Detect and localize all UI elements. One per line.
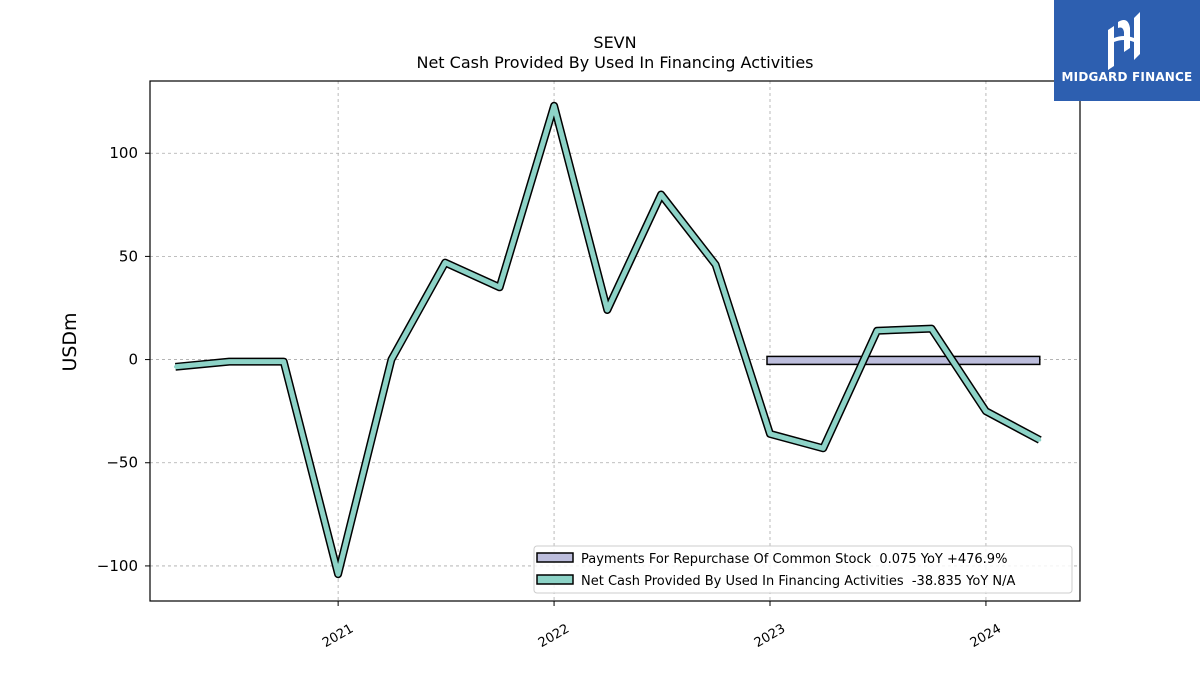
y-tick-label: 100	[109, 144, 138, 162]
data-point	[605, 308, 609, 312]
legend-label-financing: Net Cash Provided By Used In Financing A…	[581, 574, 1016, 589]
legend-label-repurchase: Payments For Repurchase Of Common Stock …	[581, 552, 1007, 567]
legend: Payments For Repurchase Of Common Stock …	[533, 545, 1073, 594]
data-point	[389, 358, 393, 362]
legend-swatch-repurchase	[536, 552, 574, 563]
data-point	[336, 572, 340, 576]
series-repurchase-band	[766, 355, 1041, 366]
data-point	[498, 285, 502, 289]
logo-text: MIDGARD FINANCE	[1061, 70, 1193, 84]
x-tick-label: 2022	[536, 621, 572, 651]
plot-frame	[149, 80, 1081, 602]
data-point	[552, 104, 556, 108]
y-axis: 100 50 0 −50 −100	[97, 144, 150, 575]
x-tick-label: 2024	[968, 621, 1004, 651]
data-point	[714, 263, 718, 267]
logo-mark-icon	[1108, 12, 1140, 70]
y-tick-label: 0	[128, 351, 138, 369]
series-financing-outline	[175, 101, 1042, 579]
data-point	[768, 432, 772, 436]
data-point	[173, 365, 177, 369]
data-point	[930, 327, 934, 331]
data-point	[875, 329, 879, 333]
data-point	[821, 446, 825, 450]
x-tick-label: 2021	[320, 621, 356, 651]
data-point	[659, 192, 663, 196]
brand-logo: MIDGARD FINANCE	[1054, 0, 1200, 101]
y-tick-label: 50	[119, 247, 138, 265]
data-point	[443, 261, 447, 265]
data-point	[282, 360, 286, 364]
chart-title: SEVN	[593, 33, 636, 52]
y-tick-label: −100	[97, 557, 138, 575]
plot-area	[173, 101, 1042, 579]
data-point	[984, 409, 988, 413]
x-tick-label: 2023	[752, 621, 788, 651]
y-tick-label: −50	[106, 454, 138, 472]
x-axis: 2021 2022 2023 2024	[320, 601, 1004, 651]
legend-box	[533, 545, 1073, 594]
data-point	[1038, 438, 1042, 442]
legend-swatch-financing	[536, 574, 574, 585]
y-axis-label: USDm	[59, 312, 81, 371]
data-point	[227, 360, 231, 364]
chart-subtitle: Net Cash Provided By Used In Financing A…	[416, 53, 813, 72]
series-financing-line	[175, 103, 1041, 577]
